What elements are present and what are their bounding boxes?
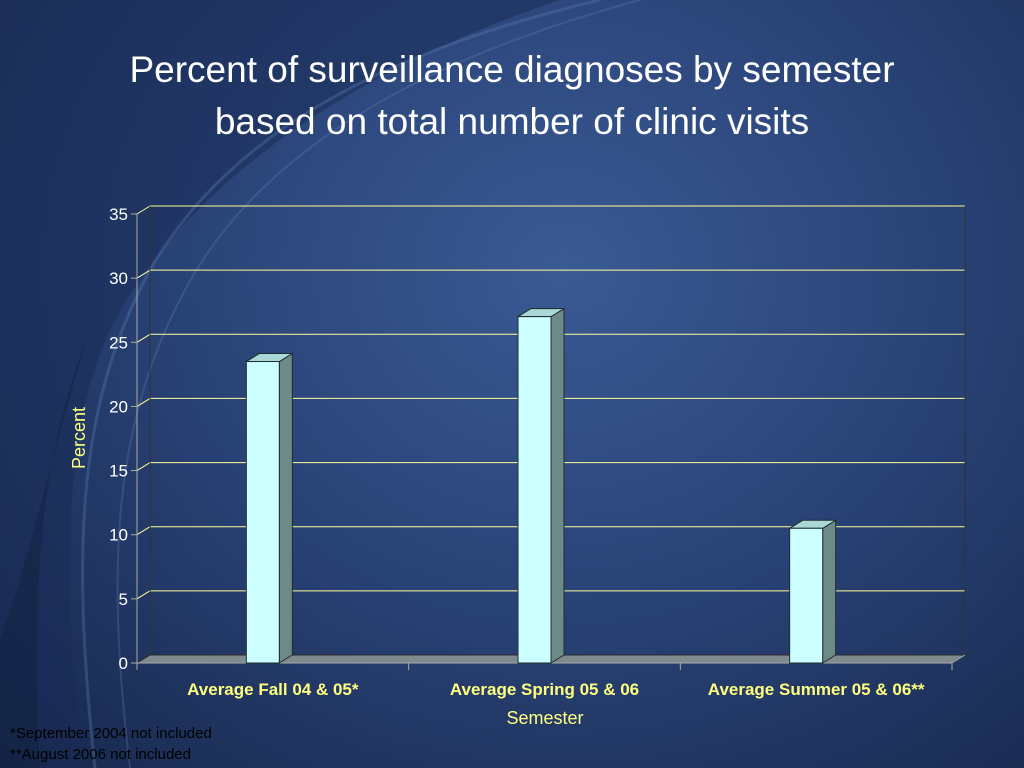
y-tick-label-2: 10 — [109, 526, 128, 545]
footnotes: *September 2004 not included **August 20… — [10, 723, 212, 765]
y-tick-label-1: 5 — [119, 590, 128, 609]
chart-title: Percent of surveillance diagnoses by sem… — [40, 44, 984, 148]
footnote-1: *September 2004 not included — [10, 725, 212, 742]
gridline-depth-2 — [136, 526, 151, 536]
y-tick-label-3: 15 — [109, 462, 128, 481]
bar-side-2 — [822, 519, 837, 664]
y-tick-label-6: 30 — [109, 269, 128, 288]
x-category-label-1: Average Spring 05 & 06 — [450, 680, 639, 699]
x-axis-title: Semester — [506, 708, 583, 728]
gridline-depth-6 — [136, 269, 151, 279]
gridline-depth-3 — [136, 462, 151, 471]
chart-labels: 0 5 10 15 20 25 30 35 Average Fall 04 & 05* Avera… — [69, 205, 925, 728]
y-tick-label-0: 0 — [119, 654, 128, 673]
footnote-2: **August 2006 not included — [10, 746, 191, 763]
y-axis-title: Percent — [69, 407, 89, 469]
chart-title-line-1: Percent of surveillance diagnoses by sem… — [129, 49, 895, 90]
gridline-depth-5 — [136, 333, 151, 343]
bar-0 — [245, 361, 280, 664]
gridline-depth-1 — [136, 590, 151, 600]
chart-title-line-2: based on total number of clinic visits — [214, 101, 810, 142]
y-tick-label-5: 25 — [109, 333, 128, 352]
bar-side-0 — [278, 352, 293, 664]
gridline-depth-4 — [136, 398, 151, 407]
bar-2 — [789, 527, 824, 664]
y-tick-label-7: 35 — [109, 205, 128, 224]
bar-1 — [517, 316, 552, 664]
x-axis-depth-line — [951, 654, 966, 664]
y-tick-label-4: 20 — [109, 397, 128, 416]
bar-side-1 — [550, 307, 565, 664]
x-category-label-2: Average Summer 05 & 06** — [708, 680, 925, 699]
x-category-label-0: Average Fall 04 & 05* — [187, 680, 359, 699]
chart-bars — [244, 307, 838, 664]
gridline-depth-7 — [136, 205, 151, 215]
